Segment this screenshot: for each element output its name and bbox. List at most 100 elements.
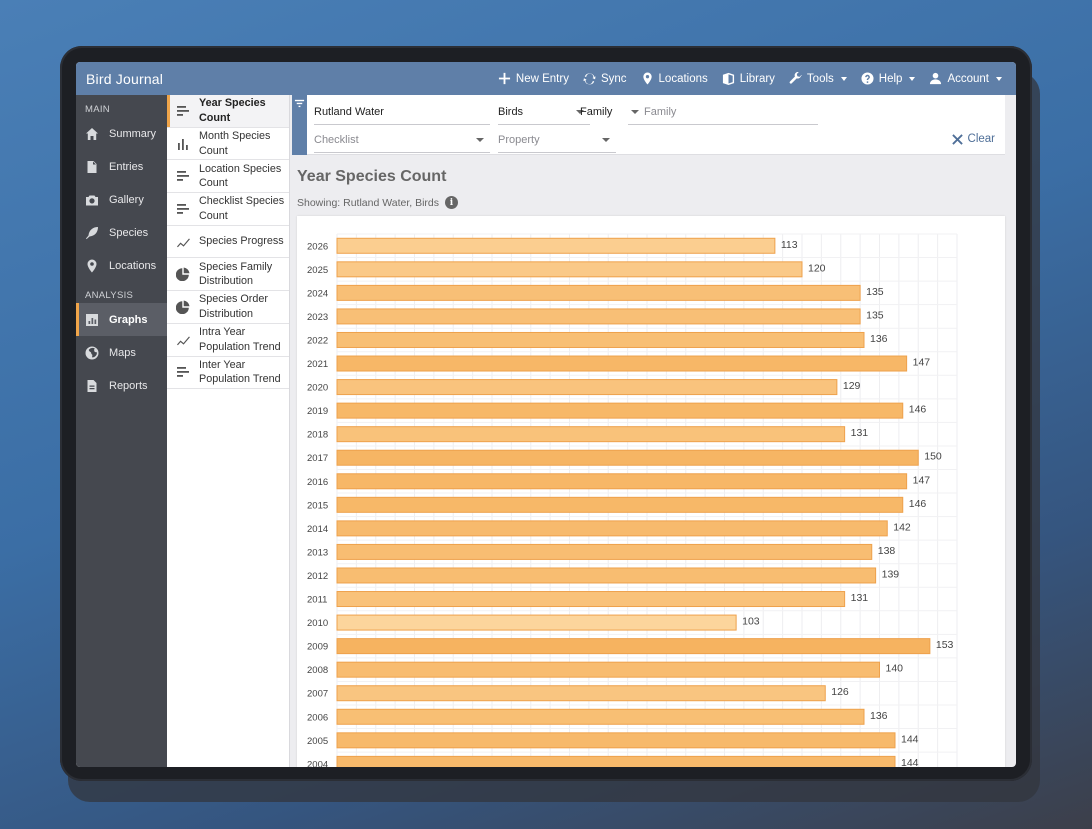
sidebar-item-summary[interactable]: Summary xyxy=(76,117,167,150)
camera-icon xyxy=(86,195,98,205)
property-select[interactable]: Property xyxy=(498,127,616,153)
sidebar-section-main: MAIN xyxy=(85,104,110,115)
report-icon xyxy=(87,379,97,392)
bar-2015[interactable] xyxy=(336,496,904,513)
y-tick-label: 2011 xyxy=(307,595,327,606)
map-pin-icon xyxy=(87,259,97,272)
y-tick-label: 2004 xyxy=(307,759,328,767)
sidebar-item-maps[interactable]: Maps xyxy=(76,336,167,369)
bar-chart-icon xyxy=(86,313,98,326)
bar-value-label: 142 xyxy=(893,521,911,533)
sync-icon xyxy=(583,73,596,85)
book-icon xyxy=(722,72,734,85)
app-title: Bird Journal xyxy=(86,70,164,87)
bar-value-label: 131 xyxy=(851,427,869,439)
bar-value-label: 146 xyxy=(909,498,927,510)
bar-2023[interactable] xyxy=(336,308,861,325)
bar-2022[interactable] xyxy=(336,331,865,348)
bar-2012[interactable] xyxy=(336,567,877,584)
graph-item-label: Species Progress xyxy=(199,235,284,248)
filter-toggle-button[interactable] xyxy=(292,95,307,155)
bar-2024[interactable] xyxy=(336,284,861,301)
bar-2016[interactable] xyxy=(336,473,908,490)
sidebar-item-label: Maps xyxy=(109,346,136,359)
sidebar-item-species[interactable]: Species xyxy=(76,216,167,249)
bar-2019[interactable] xyxy=(336,402,904,419)
bar-value-label: 138 xyxy=(878,545,896,557)
graph-item-year-species-count[interactable]: Year Species Count xyxy=(167,95,289,128)
horizontal-bars-icon xyxy=(177,105,189,116)
bar-2004[interactable] xyxy=(336,755,896,767)
checklist-select[interactable]: Checklist xyxy=(314,127,490,153)
bar-2014[interactable] xyxy=(336,520,888,537)
y-tick-label: 2008 xyxy=(307,665,328,676)
graph-item-species-family-distribution[interactable]: Species Family Distribution xyxy=(167,258,289,292)
bar-2021[interactable] xyxy=(336,355,908,372)
sidebar-item-graphs[interactable]: Graphs xyxy=(76,303,167,336)
checklist-select-placeholder: Checklist xyxy=(314,133,359,146)
map-pin-icon xyxy=(642,72,652,85)
graph-item-intra-year-population-trend[interactable]: Intra Year Population Trend xyxy=(167,324,289,357)
graph-item-label: Species Order Distribution xyxy=(199,293,269,320)
bar-2018[interactable] xyxy=(336,426,846,443)
bar-value-label: 129 xyxy=(843,380,861,392)
y-tick-label: 2010 xyxy=(307,618,328,629)
feather-icon xyxy=(86,226,98,239)
bar-2009[interactable] xyxy=(336,638,931,655)
sidebar-item-label: Graphs xyxy=(109,313,148,326)
topnav-tools[interactable]: Tools xyxy=(789,72,847,85)
bar-2007[interactable] xyxy=(336,685,826,702)
taxon-select[interactable]: Birds xyxy=(498,99,590,125)
bar-2008[interactable] xyxy=(336,661,880,678)
location-field[interactable]: Rutland Water xyxy=(314,99,490,125)
bar-2010[interactable] xyxy=(336,614,737,631)
graph-item-species-order-distribution[interactable]: Species Order Distribution xyxy=(167,291,289,324)
y-tick-label: 2019 xyxy=(307,406,328,417)
sidebar-item-locations[interactable]: Locations xyxy=(76,249,167,282)
info-icon[interactable]: i xyxy=(445,196,459,209)
y-tick-label: 2012 xyxy=(307,571,328,582)
graph-item-month-species-count[interactable]: Month Species Count xyxy=(167,128,289,161)
topnav-new-entry[interactable]: New Entry xyxy=(498,72,569,85)
topnav-library[interactable]: Library xyxy=(722,72,775,85)
topnav-sync[interactable]: Sync xyxy=(583,72,627,85)
topnav-help[interactable]: Help xyxy=(861,72,916,85)
topnav-label: Account xyxy=(947,72,989,85)
graph-item-inter-year-population-trend[interactable]: Inter Year Population Trend xyxy=(167,357,289,390)
group-by-select[interactable]: Family xyxy=(580,99,628,125)
graph-item-label: Checklist Species Count xyxy=(199,195,285,222)
graph-item-label: Intra Year Population Trend xyxy=(199,326,281,353)
sidebar-item-entries[interactable]: Entries xyxy=(76,150,167,183)
bar-2017[interactable] xyxy=(336,449,919,466)
graph-type-list: Year Species Count Month Species Count Loc… xyxy=(167,95,290,767)
clear-filters-label: Clear xyxy=(967,133,995,145)
bar-2013[interactable] xyxy=(336,543,873,560)
bar-2026[interactable] xyxy=(336,237,776,254)
line-chart-icon xyxy=(177,336,190,345)
graph-item-checklist-species-count[interactable]: Checklist Species Count xyxy=(167,193,289,226)
graph-item-label: Species Family Distribution xyxy=(199,260,273,288)
clear-filters-button[interactable]: Clear xyxy=(951,133,995,145)
graph-item-location-species-count[interactable]: Location Species Count xyxy=(167,160,289,194)
bar-value-label: 150 xyxy=(924,451,942,463)
sidebar-item-gallery[interactable]: Gallery xyxy=(76,183,167,216)
bar-2006[interactable] xyxy=(336,708,865,725)
family-select-placeholder: Family xyxy=(644,105,677,118)
sidebar-item-reports[interactable]: Reports xyxy=(76,369,167,402)
y-tick-label: 2005 xyxy=(307,736,328,747)
bar-2025[interactable] xyxy=(336,261,803,278)
family-select[interactable]: Family xyxy=(628,99,818,125)
horizontal-bars-icon xyxy=(177,367,189,378)
graph-item-label: Location Species Count xyxy=(199,162,282,190)
bar-2011[interactable] xyxy=(336,591,846,608)
graph-item-species-progress[interactable]: Species Progress xyxy=(167,226,289,259)
bar-2020[interactable] xyxy=(336,379,838,396)
sidebar-item-label: Gallery xyxy=(109,193,144,206)
topnav-locations[interactable]: Locations xyxy=(641,72,708,85)
help-icon xyxy=(861,72,874,85)
bar-2005[interactable] xyxy=(336,732,896,749)
topnav-account[interactable]: Account xyxy=(929,72,1002,85)
filter-icon xyxy=(294,99,305,108)
bar-value-label: 136 xyxy=(870,333,888,345)
y-tick-label: 2023 xyxy=(307,312,328,323)
